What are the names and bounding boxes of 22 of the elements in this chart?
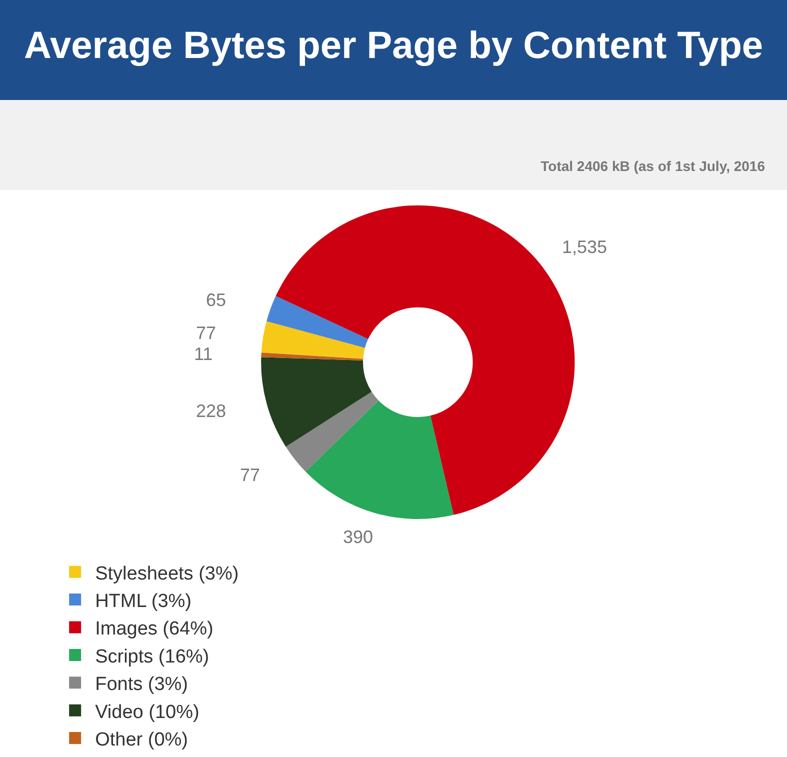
data-label: 390: [343, 527, 374, 547]
legend-label: Stylesheets (3%): [95, 563, 239, 584]
donut-slice: [261, 321, 365, 359]
data-label: 77: [196, 323, 216, 343]
legend-label: Video (10%): [95, 702, 200, 723]
donut-slice: [286, 392, 379, 472]
data-label: 228: [196, 401, 226, 421]
legend-label: Fonts (3%): [95, 674, 188, 696]
data-label: 65: [206, 290, 226, 310]
data-label: 1,535: [562, 237, 608, 257]
donut-slice: [266, 296, 368, 348]
text: Total 2406 kB (as of 1st July, 2016: [0, 100, 787, 190]
legend-label: Other (0%): [95, 729, 188, 750]
donut-slice: [261, 352, 364, 360]
data-label: 11: [194, 344, 213, 364]
legend-label: HTML (3%): [95, 590, 192, 612]
donut-slice: [261, 357, 372, 447]
legend-label: Images (64%): [95, 618, 214, 640]
legend-label: Scripts (16%): [95, 646, 210, 668]
chart-title: Average Bytes per Page by Content Type: [0, 0, 787, 100]
data-label: 77: [240, 465, 260, 485]
donut-slice: [306, 400, 454, 519]
